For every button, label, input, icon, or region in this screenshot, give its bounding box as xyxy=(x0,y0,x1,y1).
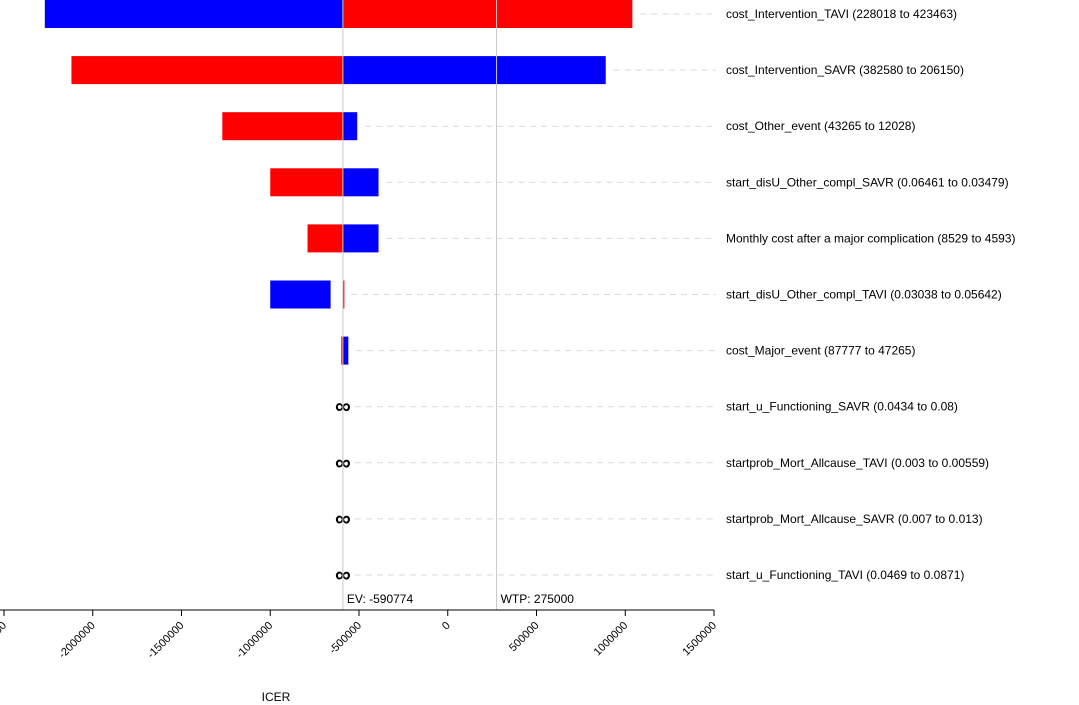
bar-low xyxy=(307,224,343,253)
bars: ∞∞∞∞ xyxy=(44,0,633,587)
bar-high xyxy=(44,0,343,28)
x-tick-label: -2500000 xyxy=(0,620,9,661)
bar-high xyxy=(270,280,331,309)
bar-low xyxy=(270,168,343,197)
row-label: startprob_Mort_Allcause_SAVR (0.007 to 0… xyxy=(726,512,983,526)
bar-low xyxy=(71,56,343,85)
x-axis-label: ICER xyxy=(262,690,291,704)
x-axis: -2500000 -2000000 -1500000 -1000000 -500000 0… xyxy=(0,609,719,661)
bar-high xyxy=(342,224,379,253)
x-tick-label: -1000000 xyxy=(234,620,275,661)
bar-high xyxy=(342,112,358,141)
ev-label: EV: -590774 xyxy=(347,592,414,606)
row-label: start_u_Functioning_SAVR (0.0434 to 0.08… xyxy=(726,400,958,414)
bar-low xyxy=(342,280,345,309)
x-tick-label: 1500000 xyxy=(680,620,719,659)
bar-high xyxy=(342,56,606,85)
x-tick-label: 500000 xyxy=(507,620,541,654)
bar-low xyxy=(341,336,343,365)
row-label: cost_Intervention_SAVR (382580 to 206150… xyxy=(726,63,964,77)
bar-high xyxy=(342,336,349,365)
x-tick-label: -500000 xyxy=(327,620,364,657)
row-label: cost_Other_event (43265 to 12028) xyxy=(726,119,915,133)
bar-low xyxy=(342,0,633,28)
bar-high xyxy=(342,168,379,197)
row-label: Monthly cost after a major complication … xyxy=(726,231,1015,245)
x-tick-label: 1000000 xyxy=(592,620,631,659)
x-tick-label: -2000000 xyxy=(57,620,98,661)
x-tick-label: -1500000 xyxy=(145,620,186,661)
row-label: startprob_Mort_Allcause_TAVI (0.003 to 0… xyxy=(726,456,989,470)
row-labels: cost_Intervention_TAVI (228018 to 423463… xyxy=(342,0,1015,610)
row-label: start_disU_Other_compl_SAVR (0.06461 to … xyxy=(726,175,1009,189)
x-tick-label: 0 xyxy=(440,620,453,633)
row-guide-lines xyxy=(350,13,716,576)
row-label: start_u_Functioning_TAVI (0.0469 to 0.08… xyxy=(726,568,964,582)
wtp-label: WTP: 275000 xyxy=(501,592,575,606)
row-label: cost_Intervention_TAVI (228018 to 423463… xyxy=(726,7,957,21)
bar-low xyxy=(222,112,343,141)
row-label: start_disU_Other_compl_TAVI (0.03038 to … xyxy=(726,288,1002,302)
row-label: cost_Major_event (87777 to 47265) xyxy=(726,344,915,358)
